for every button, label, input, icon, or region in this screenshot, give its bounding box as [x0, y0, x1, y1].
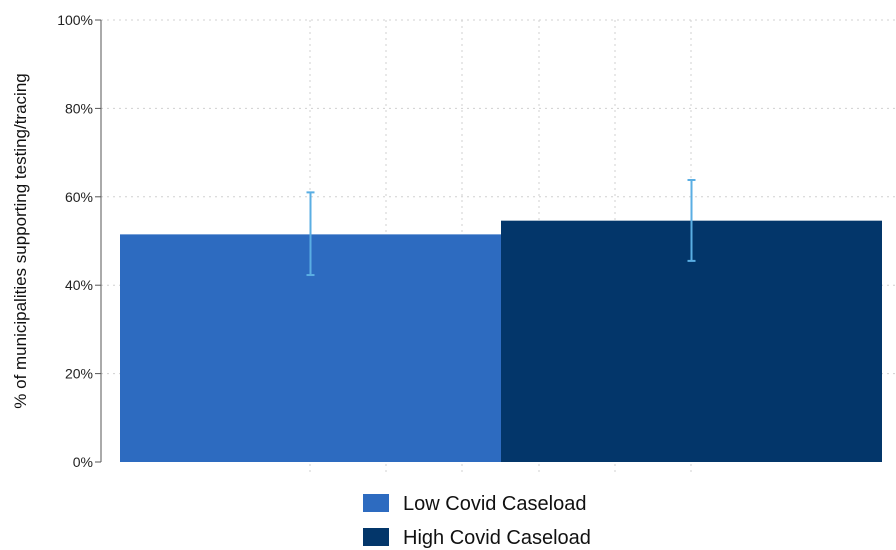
y-tick-label: 20% [65, 366, 93, 382]
y-tick-label: 80% [65, 100, 93, 116]
legend: Low Covid Caseload High Covid Caseload [363, 493, 591, 549]
y-axis: 0% 20% 40% 60% 80% 100% [57, 12, 102, 470]
y-axis-label: % of municipalities supporting testing/t… [11, 73, 30, 408]
error-bars [306, 179, 696, 277]
y-tick-label: 0% [73, 454, 93, 470]
legend-swatch [363, 494, 389, 512]
legend-label: Low Covid Caseload [403, 493, 586, 515]
legend-swatch [363, 528, 389, 546]
y-tick-label: 60% [65, 189, 93, 205]
bars [120, 220, 882, 462]
legend-label: High Covid Caseload [403, 527, 591, 549]
y-tick-label: 100% [57, 12, 93, 28]
y-tick-label: 40% [65, 277, 93, 293]
